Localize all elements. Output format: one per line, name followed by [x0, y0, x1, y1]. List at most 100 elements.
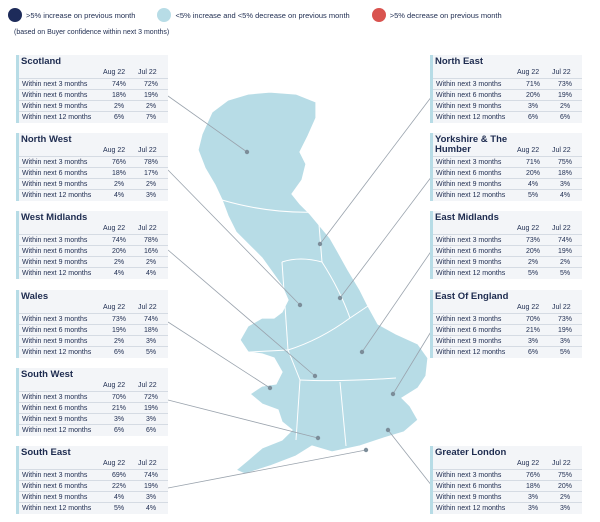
jul-value: 20%	[557, 483, 572, 490]
row-label: Within next 12 months	[22, 427, 92, 434]
jul-value: 72%	[143, 81, 158, 88]
jul-value: 4%	[559, 192, 571, 199]
jul-value: 3%	[145, 494, 157, 501]
table-row: Within next 3 months 74% 72%	[19, 78, 168, 90]
jul-value: 75%	[557, 159, 572, 166]
row-label: Within next 3 months	[436, 472, 502, 479]
row-label: Within next 12 months	[22, 192, 92, 199]
table-row: Within next 12 months 6% 7%	[19, 111, 168, 123]
table-row: Within next 9 months 3% 3%	[433, 335, 582, 347]
table-row: Within next 6 months 18% 17%	[19, 167, 168, 179]
table-row: Within next 3 months 73% 74%	[19, 313, 168, 325]
aug-value: 6%	[113, 114, 125, 121]
table-row: Within next 9 months 4% 3%	[19, 491, 168, 503]
region-borders	[221, 199, 397, 447]
jul-value: 3%	[559, 505, 571, 512]
row-label: Within next 9 months	[22, 103, 88, 110]
row-label: Within next 9 months	[22, 181, 88, 188]
row-label: Within next 9 months	[436, 103, 502, 110]
row-label: Within next 12 months	[436, 192, 506, 199]
table-row: Within next 12 months 4% 3%	[19, 189, 168, 201]
aug-value: 2%	[527, 259, 539, 266]
region-card: South East Aug 22 Jul 22 Within next 3 mont…	[16, 446, 168, 514]
table-row: Within next 9 months 2% 2%	[433, 256, 582, 268]
aug-value: 69%	[111, 472, 126, 479]
table-row: Within next 12 months 6% 5%	[19, 346, 168, 358]
jul-value: 2%	[559, 103, 571, 110]
table-row: Within next 9 months 2% 2%	[19, 256, 168, 268]
region-card: South West Aug 22 Jul 22 Within next 3 mont…	[16, 368, 168, 436]
table-row: Within next 12 months 4% 4%	[19, 267, 168, 279]
aug-value: 21%	[525, 327, 540, 334]
table-row: Within next 3 months 70% 73%	[433, 313, 582, 325]
jul-value: 19%	[557, 92, 572, 99]
column-header: Aug 22	[517, 460, 540, 467]
region-name: Yorkshire & The Humber	[435, 134, 508, 155]
column-header: Jul 22	[138, 382, 157, 389]
row-label: Within next 9 months	[22, 259, 88, 266]
basis-note: (based on Buyer confidence within next 3…	[14, 29, 170, 36]
jul-value: 74%	[557, 237, 572, 244]
jul-value: 2%	[559, 494, 571, 501]
column-header: Aug 22	[517, 225, 540, 232]
region-name: Scotland	[21, 56, 62, 67]
row-label: Within next 9 months	[22, 494, 88, 501]
region-card: Scotland Aug 22 Jul 22 Within next 3 months…	[16, 55, 168, 123]
aug-value: 2%	[113, 181, 125, 188]
leader-lines	[167, 95, 433, 489]
row-label: Within next 3 months	[22, 316, 88, 323]
aug-value: 19%	[111, 327, 126, 334]
table-row: Within next 6 months 21% 19%	[19, 402, 168, 414]
jul-value: 19%	[557, 327, 572, 334]
aug-value: 71%	[525, 81, 540, 88]
region-name: Greater London	[435, 447, 507, 458]
aug-value: 70%	[111, 394, 126, 401]
aug-value: 74%	[111, 237, 126, 244]
aug-value: 3%	[113, 416, 125, 423]
table-row: Within next 3 months 76% 75%	[433, 469, 582, 481]
column-header: Jul 22	[138, 225, 157, 232]
column-header: Jul 22	[552, 69, 571, 76]
accent-bar	[16, 211, 19, 279]
table-row: Within next 3 months 69% 74%	[19, 469, 168, 481]
table-row: Within next 12 months 6% 6%	[19, 424, 168, 436]
jul-value: 5%	[559, 349, 571, 356]
table-row: Within next 6 months 19% 18%	[19, 324, 168, 336]
column-header: Jul 22	[138, 304, 157, 311]
column-header: Jul 22	[138, 460, 157, 467]
column-header: Aug 22	[103, 460, 126, 467]
region-name: South West	[21, 369, 74, 380]
jul-value: 19%	[143, 92, 158, 99]
aug-value: 3%	[527, 505, 539, 512]
row-label: Within next 6 months	[436, 248, 502, 255]
table-row: Within next 3 months 73% 74%	[433, 234, 582, 246]
table-row: Within next 12 months 5% 5%	[433, 267, 582, 279]
accent-bar	[430, 133, 433, 201]
table-row: Within next 6 months 22% 19%	[19, 480, 168, 492]
column-header: Jul 22	[552, 460, 571, 467]
jul-value: 19%	[557, 248, 572, 255]
region-name: Wales	[21, 291, 49, 302]
jul-value: 75%	[557, 472, 572, 479]
table-row: Within next 9 months 4% 3%	[433, 178, 582, 190]
region-card: Wales Aug 22 Jul 22 Within next 3 months 73%…	[16, 290, 168, 358]
row-label: Within next 3 months	[436, 316, 502, 323]
legend-label: >5% increase on previous month	[26, 10, 136, 20]
aug-value: 18%	[111, 92, 126, 99]
row-label: Within next 6 months	[436, 92, 502, 99]
jul-value: 7%	[145, 114, 157, 121]
accent-bar	[16, 290, 19, 358]
jul-value: 74%	[143, 472, 158, 479]
aug-value: 71%	[525, 159, 540, 166]
table-row: Within next 6 months 18% 20%	[433, 480, 582, 492]
row-label: Within next 12 months	[436, 114, 506, 121]
region-markers	[244, 149, 396, 453]
aug-value: 2%	[113, 103, 125, 110]
jul-value: 2%	[145, 103, 157, 110]
aug-value: 76%	[525, 472, 540, 479]
table-row: Within next 9 months 2% 3%	[19, 335, 168, 347]
row-label: Within next 9 months	[22, 338, 88, 345]
table-row: Within next 9 months 2% 2%	[19, 100, 168, 112]
aug-value: 4%	[113, 494, 125, 501]
region-card: North West Aug 22 Jul 22 Within next 3 mont…	[16, 133, 168, 201]
